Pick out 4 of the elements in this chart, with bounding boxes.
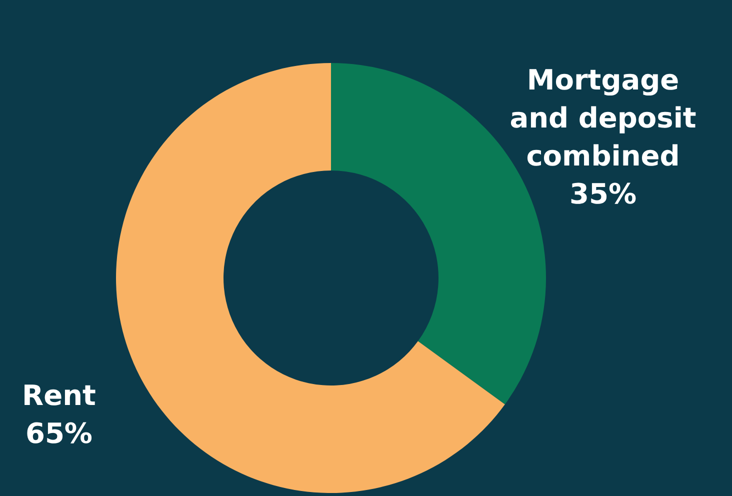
slice-label: Rent — [22, 378, 96, 412]
data-label: 35% — [570, 178, 637, 211]
slice-label: Mortgage and deposit combined — [510, 64, 696, 173]
data-label: 65% — [25, 416, 92, 450]
